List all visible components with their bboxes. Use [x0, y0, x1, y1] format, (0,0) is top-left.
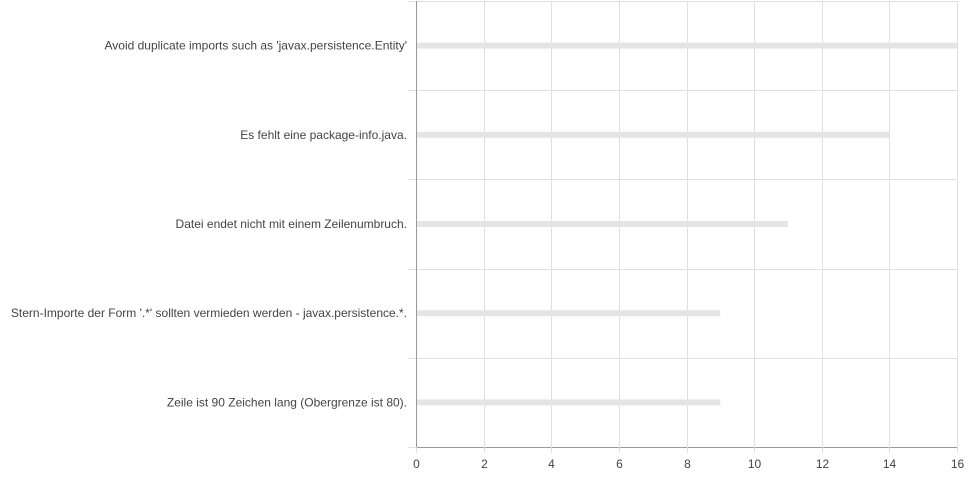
y-category-label: Avoid duplicate imports such as 'javax.p… [104, 39, 407, 53]
bar [416, 131, 890, 138]
bar [416, 399, 721, 406]
y-category-label: Zeile ist 90 Zeichen lang (Obergrenze is… [167, 395, 407, 409]
bar [416, 42, 957, 49]
bar [416, 310, 721, 317]
x-tick-label: 6 [616, 457, 623, 471]
bar [416, 221, 788, 227]
x-tick-label: 16 [951, 457, 965, 471]
x-tick-label: 10 [748, 457, 762, 471]
x-tick-label: 0 [413, 457, 420, 471]
y-category-label: Datei endet nicht mit einem Zeilenumbruc… [176, 217, 407, 231]
y-category-label: Stern-Importe der Form '.*' sollten verm… [11, 306, 407, 320]
x-tick-label: 12 [816, 457, 830, 471]
x-tick-label: 14 [883, 457, 897, 471]
x-tick-label: 4 [548, 457, 555, 471]
x-tick-label: 8 [684, 457, 691, 471]
y-category-label: Es fehlt eine package-info.java. [240, 128, 407, 142]
x-tick-label: 2 [481, 457, 488, 471]
